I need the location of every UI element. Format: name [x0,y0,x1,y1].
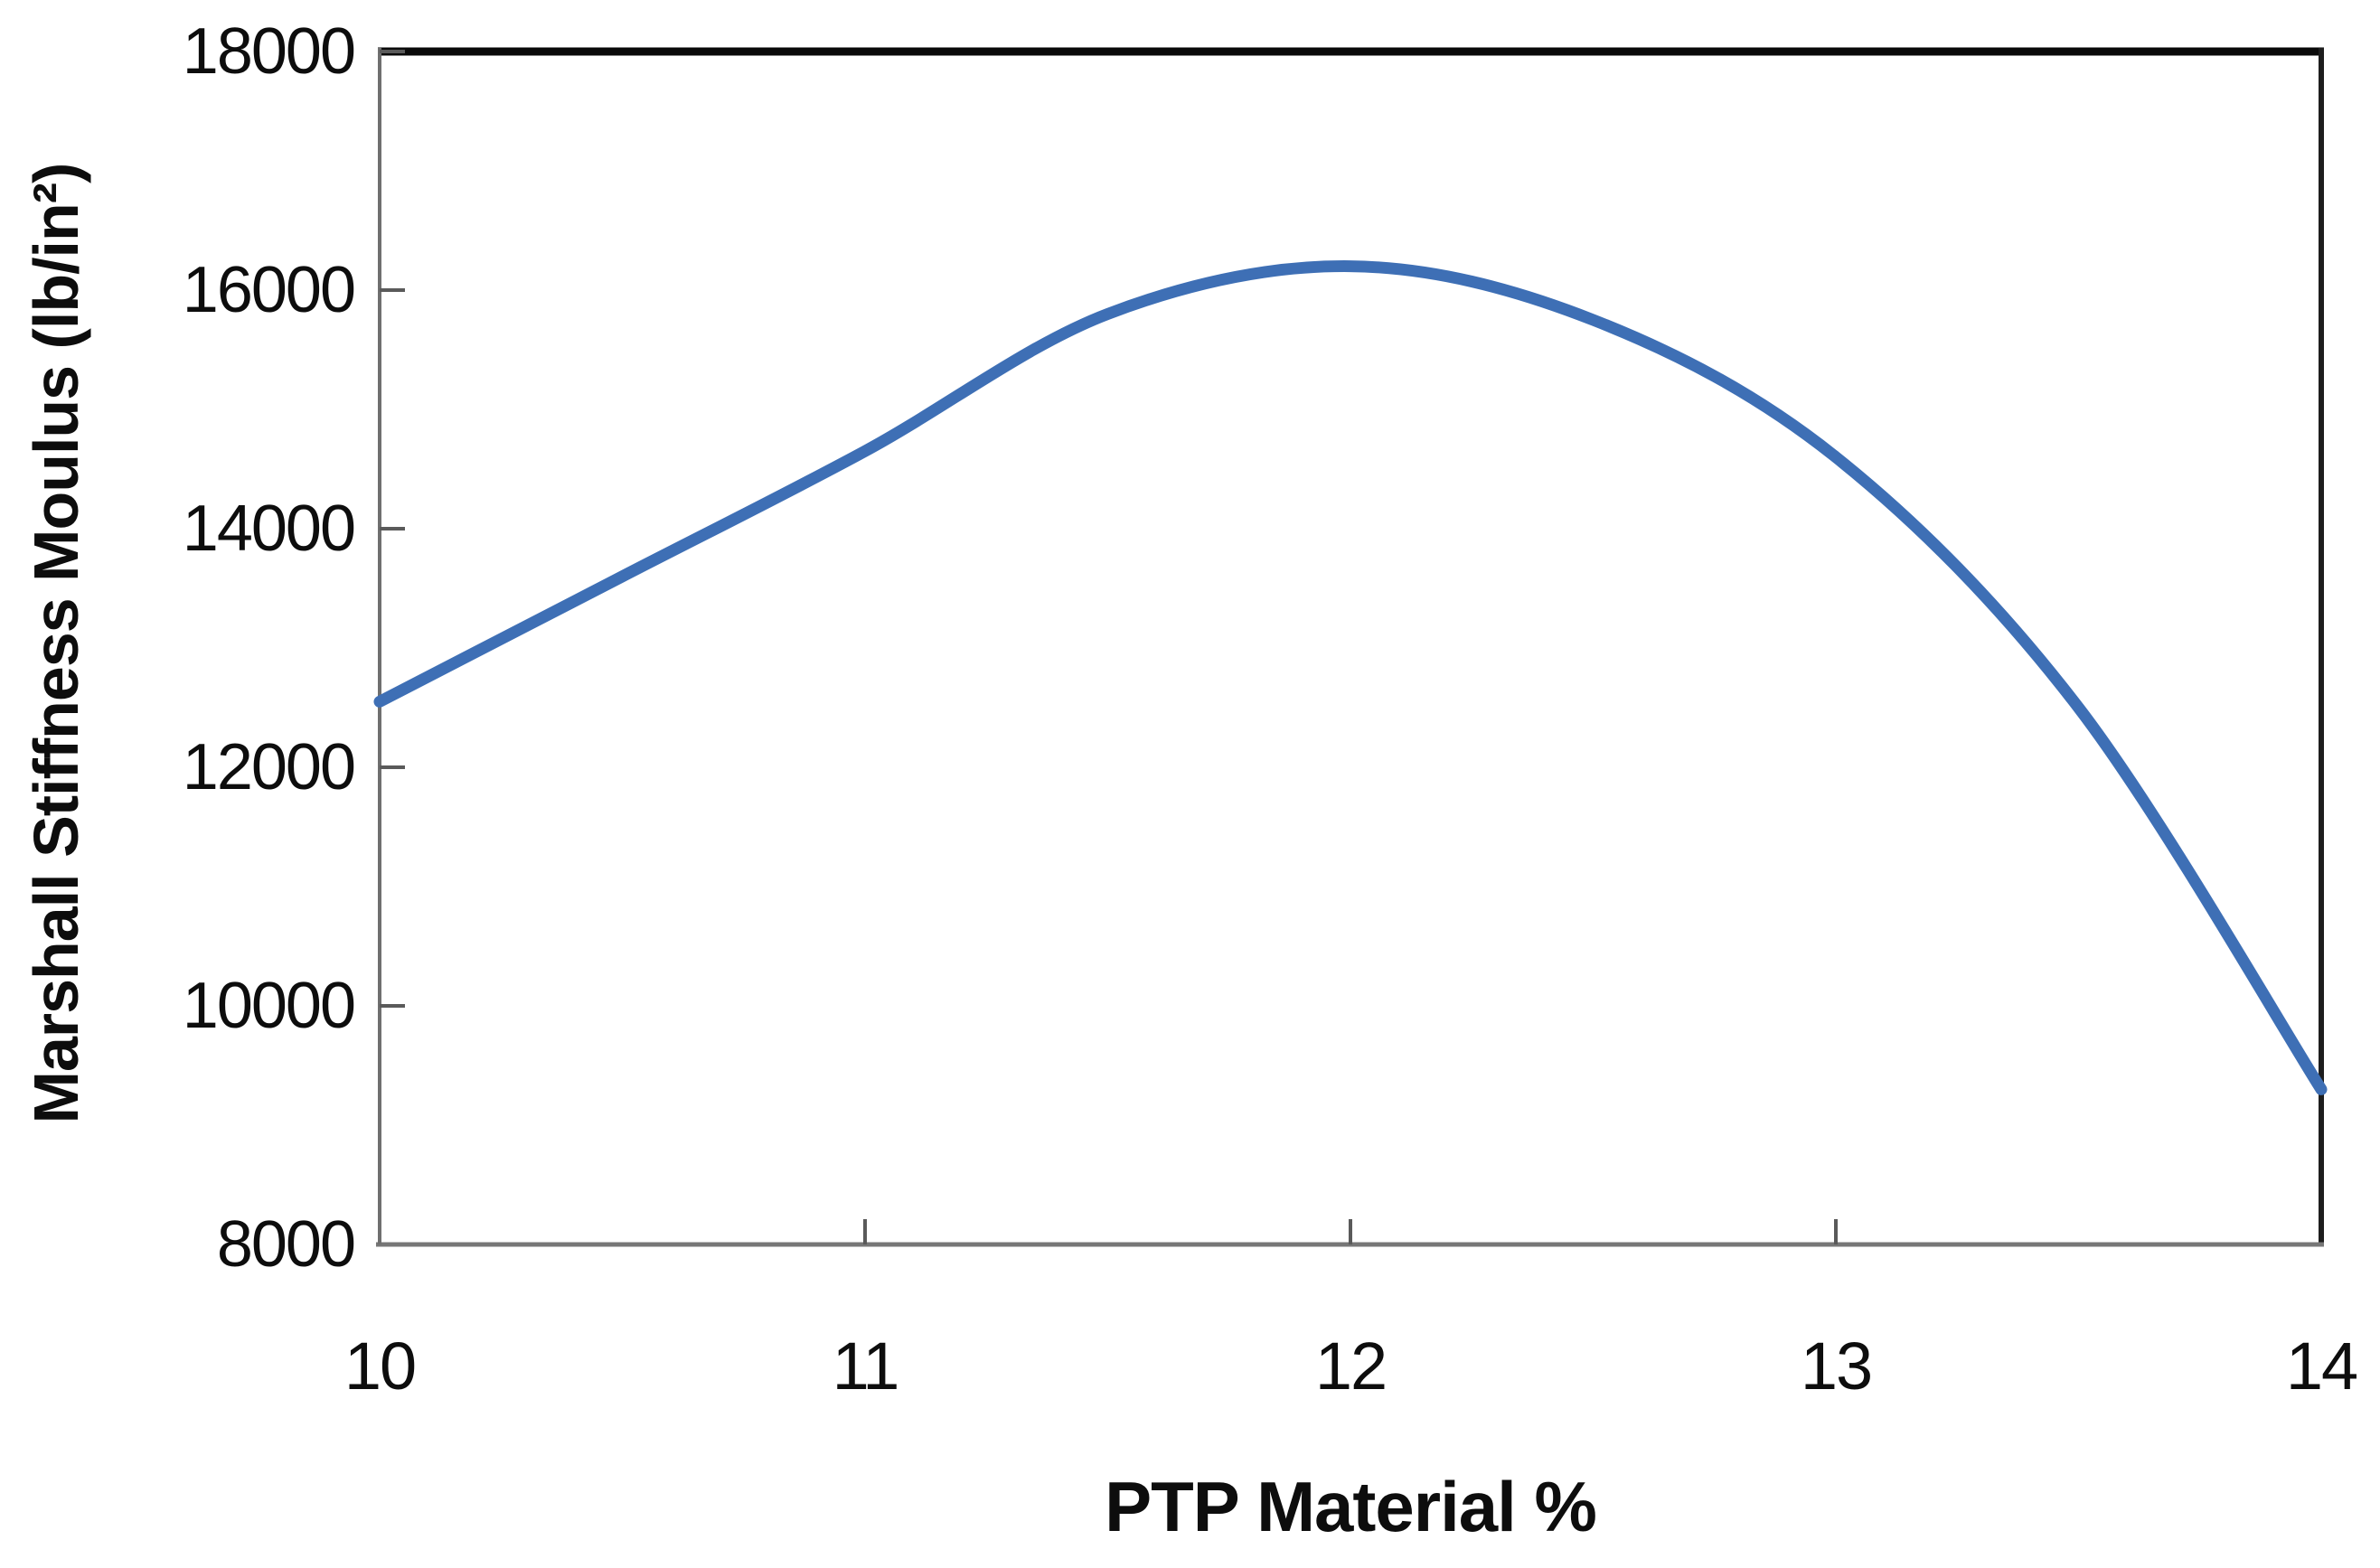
x-tick-label: 14 [2285,1329,2358,1404]
x-tick-label: 10 [343,1329,417,1404]
x-tick-label: 13 [1800,1329,1873,1404]
x-tick-label: 11 [832,1329,900,1404]
y-tick-label: 16000 [182,254,356,326]
stiffness-curve [373,260,2328,1095]
y-tick-label: 8000 [216,1208,356,1281]
y-tick-label: 14000 [182,493,356,565]
y-tick-label: 10000 [182,970,356,1042]
x-tick-label: 12 [1314,1329,1388,1404]
x-axis-title: PTP Material % [1105,1467,1597,1546]
y-tick-label: 12000 [182,731,356,803]
y-tick-label: 18000 [182,15,356,88]
